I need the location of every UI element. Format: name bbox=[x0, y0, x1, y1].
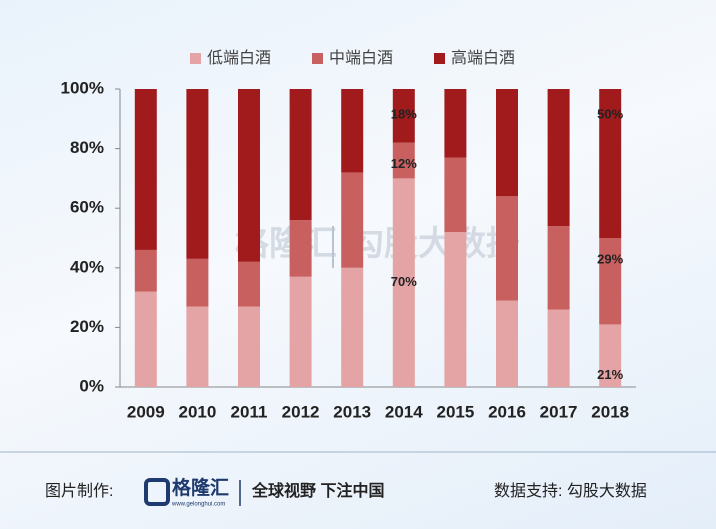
x-tick-label: 2018 bbox=[591, 402, 629, 421]
bar-segment bbox=[289, 89, 312, 221]
y-tick-label: 100% bbox=[61, 78, 104, 97]
bar-segment bbox=[496, 300, 518, 387]
y-tick-label: 40% bbox=[70, 257, 104, 276]
value-label: 29% bbox=[597, 251, 623, 266]
y-tick-label: 80% bbox=[70, 138, 104, 157]
bar-segment bbox=[444, 89, 467, 158]
footer-made-by: 图片制作: bbox=[45, 482, 113, 500]
bar-segment bbox=[444, 157, 467, 233]
legend-swatch bbox=[434, 53, 445, 64]
bar-segment bbox=[392, 89, 415, 143]
x-tick-label: 2017 bbox=[540, 402, 578, 421]
bar-segment bbox=[289, 276, 312, 387]
bar-segment bbox=[547, 226, 570, 310]
y-tick-label: 0% bbox=[79, 376, 104, 395]
legend-label: 中端白酒 bbox=[329, 49, 393, 67]
value-label: 21% bbox=[597, 367, 623, 382]
x-tick-label: 2012 bbox=[282, 402, 320, 421]
value-label: 70% bbox=[391, 274, 417, 289]
value-label: 50% bbox=[597, 106, 623, 121]
footer-data-support: 数据支持: 勾股大数据 bbox=[494, 482, 647, 500]
bar-segment bbox=[599, 238, 622, 325]
logo-icon bbox=[144, 478, 170, 506]
value-label: 12% bbox=[391, 156, 417, 171]
bar-segment bbox=[599, 324, 622, 387]
x-tick-label: 2013 bbox=[333, 402, 371, 421]
x-tick-label: 2009 bbox=[127, 402, 165, 421]
footer-logo: 格隆汇 bbox=[172, 476, 229, 499]
watermark: 勾股大数据 bbox=[350, 225, 520, 263]
bar-segment bbox=[599, 89, 622, 238]
legend-swatch bbox=[312, 53, 323, 64]
legend-label: 低端白酒 bbox=[207, 49, 271, 67]
bar-segment bbox=[238, 306, 260, 387]
bar-segment bbox=[341, 89, 364, 173]
bar-segment bbox=[496, 89, 518, 197]
footer-logo-url: www.gelonghui.com bbox=[171, 502, 225, 508]
bar-segment bbox=[547, 309, 570, 387]
bar-segment bbox=[341, 172, 364, 268]
x-tick-label: 2015 bbox=[436, 402, 474, 421]
bar-segment bbox=[392, 178, 415, 387]
bar-segment bbox=[238, 261, 260, 307]
bar-segment bbox=[186, 306, 209, 387]
bar-segment bbox=[289, 220, 312, 277]
bar-segment bbox=[186, 89, 209, 259]
bar-segment bbox=[392, 142, 415, 179]
legend-swatch bbox=[190, 53, 201, 64]
y-tick-label: 20% bbox=[70, 317, 104, 336]
bar-segment bbox=[238, 89, 260, 262]
bar-segment bbox=[134, 89, 157, 250]
bar-segment bbox=[134, 291, 157, 387]
value-label: 18% bbox=[391, 106, 417, 121]
footer-slogan: 全球视野 下注中国 bbox=[251, 481, 384, 500]
x-tick-label: 2010 bbox=[178, 402, 216, 421]
bar-segment bbox=[186, 258, 209, 307]
bar-segment bbox=[547, 89, 570, 227]
bar-segment bbox=[496, 196, 518, 301]
x-tick-label: 2014 bbox=[385, 402, 423, 421]
y-tick-label: 60% bbox=[70, 198, 104, 217]
x-tick-label: 2011 bbox=[231, 402, 268, 421]
bar-segment bbox=[134, 249, 157, 292]
bar-segment bbox=[444, 232, 467, 387]
bar-segment bbox=[341, 267, 364, 387]
x-tick-label: 2016 bbox=[488, 402, 526, 421]
legend-label: 高端白酒 bbox=[451, 49, 515, 67]
